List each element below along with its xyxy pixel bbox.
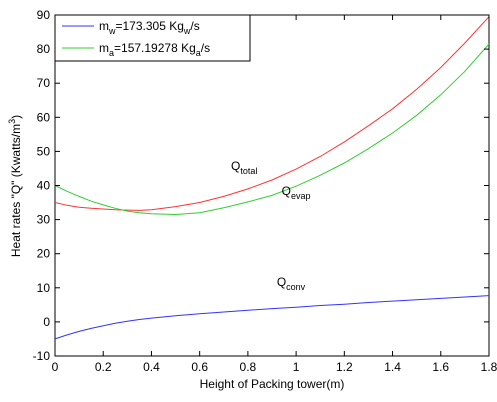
y-tick-label: 80 [37, 42, 51, 56]
annotation-q-evap: Qevap [282, 184, 311, 201]
annotation-q-conv-sub: conv [286, 282, 306, 292]
legend-water-mid: =173.305 Kg [116, 19, 184, 33]
x-tick-label: 0.2 [95, 360, 112, 374]
legend-entry-air: ma=157.19278 Kga/s [99, 41, 210, 58]
y-axis-ticks: -10 0 10 20 30 40 50 60 70 80 90 [33, 8, 489, 363]
y-axis-label-main: Heat rates "Q" (Kwatts/m [9, 124, 23, 257]
legend-water-sub: w [108, 26, 116, 36]
annotation-q-evap-sub: evap [291, 191, 311, 201]
legend-air-base: m [99, 41, 109, 55]
y-tick-label: 20 [37, 247, 51, 261]
x-tick-label: 1.6 [432, 360, 449, 374]
legend-water-sub2: w [183, 26, 191, 36]
legend-water-end: /s [190, 19, 199, 33]
y-tick-label: -10 [33, 349, 51, 363]
legend-air-sub: a [109, 48, 114, 58]
y-tick-label: 10 [37, 281, 51, 295]
y-tick-label: 50 [37, 144, 51, 158]
x-tick-label: 0.8 [240, 360, 257, 374]
y-axis-label-end: ) [9, 115, 23, 119]
x-tick-label: 0 [52, 360, 59, 374]
x-tick-label: 0.6 [191, 360, 208, 374]
x-tick-label: 0.4 [143, 360, 160, 374]
annotation-q-conv-base: Q [277, 275, 286, 289]
legend-air-mid: =157.19278 Kg [114, 41, 196, 55]
y-axis-label-sup: 3 [7, 119, 17, 124]
y-axis-label: Heat rates "Q" (Kwatts/m3) [7, 115, 23, 257]
y-tick-label: 30 [37, 213, 51, 227]
legend-air-sub2: a [196, 48, 201, 58]
annotation-q-total-sub: total [240, 166, 257, 176]
y-tick-label: 90 [37, 8, 51, 22]
annotation-q-total-base: Q [231, 159, 240, 173]
y-tick-label: 0 [43, 315, 50, 329]
annotation-q-total: Qtotal [231, 159, 257, 176]
annotation-q-evap-base: Q [282, 184, 291, 198]
x-tick-label: 1.8 [481, 360, 497, 374]
x-axis-label: Height of Packing tower(m) [200, 377, 345, 391]
y-tick-label: 60 [37, 110, 51, 124]
series-line-q-total [54, 16, 490, 211]
annotation-q-conv: Qconv [277, 275, 306, 292]
legend-box [54, 14, 251, 62]
series-line-q-conv [54, 295, 490, 340]
x-tick-label: 1.4 [384, 360, 401, 374]
series-layer [54, 16, 490, 340]
legend-water-base: m [99, 19, 109, 33]
series-line-q-evap [54, 43, 490, 216]
x-tick-label: 1 [293, 360, 300, 374]
plot-area [54, 14, 490, 357]
x-axis-ticks: 0 0.2 0.4 0.6 0.8 1 1.2 1.4 1.6 1.8 [52, 15, 497, 374]
y-tick-label: 70 [37, 76, 51, 90]
legend-entry-water: mw=173.305 Kgw/s [99, 19, 200, 36]
y-tick-label: 40 [37, 179, 51, 193]
legend: mw=173.305 Kgw/s ma=157.19278 Kga/s [54, 14, 251, 62]
legend-air-end: /s [201, 41, 210, 55]
x-tick-label: 1.2 [336, 360, 353, 374]
